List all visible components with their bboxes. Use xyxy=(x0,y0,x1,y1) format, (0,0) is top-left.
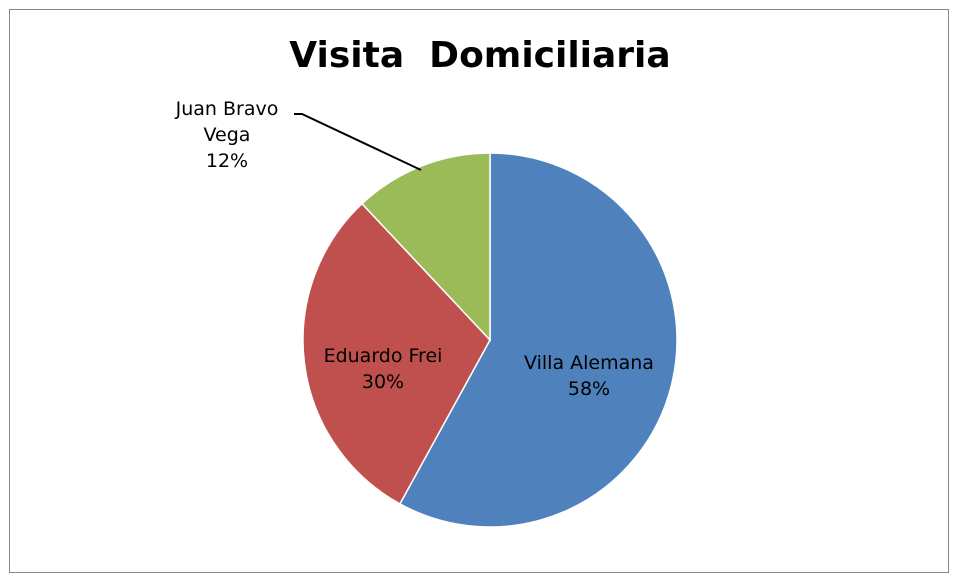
data-label-eduardo-frei-value: 30% xyxy=(361,371,405,393)
data-label-eduardo-frei-name: Eduardo Frei xyxy=(323,345,443,367)
data-label-juan-bravo-vega-name-2: Vega xyxy=(203,124,251,146)
chart-title: Visita Domiciliaria xyxy=(289,35,671,76)
pie-slice-juan-bravo-vega xyxy=(360,152,491,342)
data-label-villa-alemana-value: 58% xyxy=(567,378,611,400)
pie-slice-villa-alemana xyxy=(398,152,678,528)
pie-slice-eduardo-frei xyxy=(302,202,491,505)
data-label-villa-alemana: Villa Alemana 58% xyxy=(508,350,670,402)
data-label-juan-bravo-vega-value: 12% xyxy=(205,150,249,172)
data-label-juan-bravo-vega: Juan Bravo Vega 12% xyxy=(152,96,302,174)
leader-line-juan-bravo-vega xyxy=(294,113,422,171)
data-label-eduardo-frei: Eduardo Frei 30% xyxy=(308,343,458,395)
data-label-juan-bravo-vega-name-1: Juan Bravo xyxy=(175,98,279,120)
data-label-villa-alemana-name: Villa Alemana xyxy=(524,352,654,374)
